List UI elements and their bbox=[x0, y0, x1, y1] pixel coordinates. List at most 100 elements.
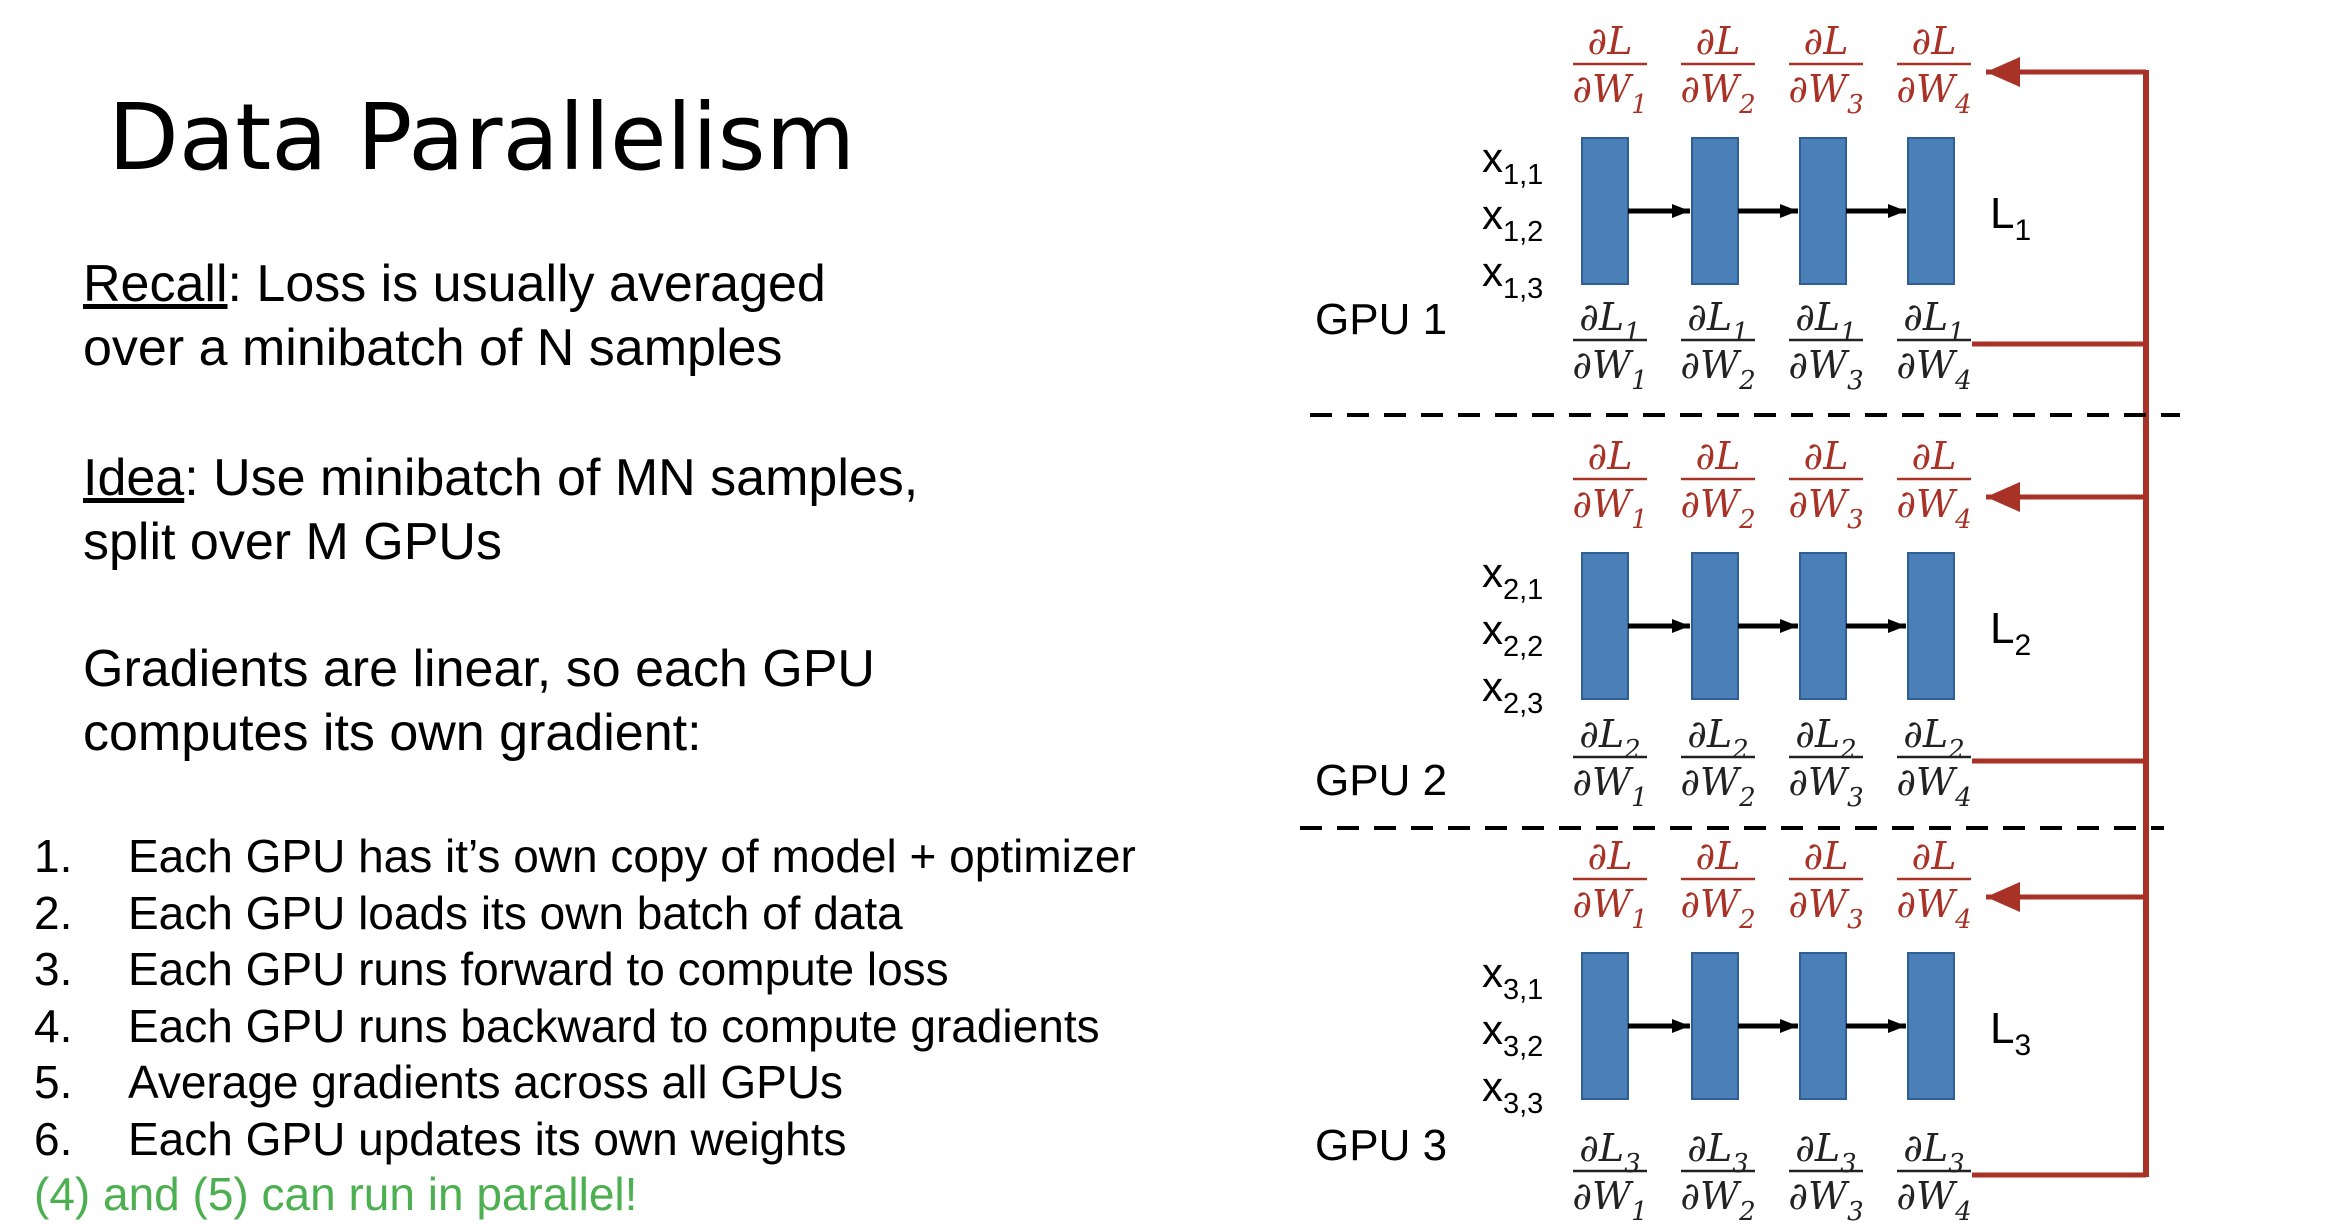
fraction-denominator: ∂W1 bbox=[1572, 760, 1647, 813]
input-sample-label: x2,1 bbox=[1482, 549, 1543, 606]
recall-line-2: over a minibatch of N samples bbox=[83, 319, 783, 377]
fraction-numerator: ∂L bbox=[1696, 19, 1741, 63]
fraction-denominator: ∂W3 bbox=[1788, 482, 1863, 535]
fraction-denominator: ∂W3 bbox=[1788, 1174, 1863, 1227]
step-item: 2. Each GPU loads its own batch of data bbox=[34, 885, 1136, 942]
step-item: 3. Each GPU runs forward to compute loss bbox=[34, 941, 1136, 998]
fraction-numerator: ∂L bbox=[1588, 834, 1633, 878]
gradients-paragraph: Gradients are linear, so each GPU comput… bbox=[83, 637, 875, 765]
fraction-denominator: ∂W2 bbox=[1680, 343, 1755, 396]
slide-title: Data Parallelism bbox=[108, 84, 856, 191]
gradients-line-2: computes its own gradient: bbox=[83, 704, 702, 762]
input-sample-label: x3,2 bbox=[1482, 1006, 1543, 1063]
avg-gradient-label: ∂L∂W3 bbox=[1788, 434, 1863, 535]
model-layer-block bbox=[1907, 952, 1955, 1100]
local-gradient-label: ∂L2∂W1 bbox=[1572, 712, 1647, 813]
step-item: 6. Each GPU updates its own weights bbox=[34, 1111, 1136, 1168]
fraction-denominator: ∂W2 bbox=[1680, 67, 1755, 120]
step-item: 5. Average gradients across all GPUs bbox=[34, 1054, 1136, 1111]
model-layer-block bbox=[1581, 952, 1629, 1100]
model-layer-block bbox=[1799, 552, 1847, 700]
local-gradient-label: ∂L3∂W1 bbox=[1572, 1126, 1647, 1227]
local-gradient-label: ∂L3∂W3 bbox=[1788, 1126, 1863, 1227]
parallel-note: (4) and (5) can run in parallel! bbox=[34, 1168, 638, 1220]
recall-keyword: Recall bbox=[83, 255, 228, 313]
fraction-denominator: ∂W2 bbox=[1680, 760, 1755, 813]
idea-line-2: split over M GPUs bbox=[83, 513, 502, 571]
gpu-label: GPU 3 bbox=[1315, 1121, 1447, 1170]
avg-gradient-label: ∂L∂W3 bbox=[1788, 19, 1863, 120]
step-number: 4. bbox=[34, 999, 73, 1052]
avg-gradient-label: ∂L∂W3 bbox=[1788, 834, 1863, 935]
local-gradient-label: ∂L2∂W4 bbox=[1896, 712, 1971, 813]
input-sample-label: x1,2 bbox=[1482, 191, 1543, 248]
local-gradient-label: ∂L2∂W2 bbox=[1680, 712, 1755, 813]
fraction-numerator: ∂L bbox=[1912, 434, 1957, 478]
fraction-denominator: ∂W4 bbox=[1896, 482, 1971, 535]
avg-gradient-label: ∂L∂W1 bbox=[1572, 834, 1647, 935]
step-text: Each GPU has it’s own copy of model + op… bbox=[128, 830, 1136, 882]
fraction-denominator: ∂W1 bbox=[1572, 67, 1647, 120]
step-text: Average gradients across all GPUs bbox=[128, 1056, 844, 1108]
local-gradient-label: ∂L2∂W3 bbox=[1788, 712, 1863, 813]
step-text: Each GPU runs backward to compute gradie… bbox=[128, 999, 1100, 1052]
step-item: 4. Each GPU runs backward to compute grad… bbox=[34, 998, 1136, 1055]
gradients-line-1: Gradients are linear, so each GPU bbox=[83, 640, 875, 698]
idea-keyword: Idea bbox=[83, 449, 185, 507]
fraction-numerator: ∂L bbox=[1588, 434, 1633, 478]
fraction-numerator: ∂L bbox=[1588, 19, 1633, 63]
avg-gradient-label: ∂L∂W1 bbox=[1572, 19, 1647, 120]
model-layer-block bbox=[1691, 952, 1739, 1100]
fraction-denominator: ∂W3 bbox=[1788, 67, 1863, 120]
loss-label: L3 bbox=[1990, 1004, 2031, 1062]
fraction-numerator: ∂L bbox=[1804, 434, 1849, 478]
model-layer-block bbox=[1907, 137, 1955, 285]
local-gradient-label: ∂L1∂W3 bbox=[1788, 295, 1863, 396]
avg-gradient-label: ∂L∂W4 bbox=[1896, 434, 1971, 535]
avg-gradient-label: ∂L∂W1 bbox=[1572, 434, 1647, 535]
step-item: 1. Each GPU has it’s own copy of model + … bbox=[34, 828, 1136, 885]
gpu-label: GPU 2 bbox=[1315, 756, 1447, 805]
model-layer-block bbox=[1799, 952, 1847, 1100]
fraction-denominator: ∂W3 bbox=[1788, 343, 1863, 396]
fraction-denominator: ∂W3 bbox=[1788, 882, 1863, 935]
step-text: Each GPU runs forward to compute loss bbox=[128, 943, 949, 995]
fraction-denominator: ∂W2 bbox=[1680, 482, 1755, 535]
avg-gradient-label: ∂L∂W4 bbox=[1896, 19, 1971, 120]
fraction-denominator: ∂W2 bbox=[1680, 882, 1755, 935]
step-text: Each GPU loads its own batch of data bbox=[128, 886, 903, 939]
step-number: 1. bbox=[34, 830, 73, 882]
idea-paragraph: Idea: Use minibatch of MN samples, split… bbox=[83, 446, 918, 574]
model-layer-block bbox=[1691, 137, 1739, 285]
fraction-numerator: ∂L bbox=[1804, 834, 1849, 878]
input-sample-label: x2,2 bbox=[1482, 606, 1543, 663]
avg-gradient-label: ∂L∂W2 bbox=[1680, 19, 1755, 120]
step-number: 6. bbox=[34, 1112, 73, 1165]
model-layer-block bbox=[1581, 552, 1629, 700]
recall-paragraph: Recall: Loss is usually averaged over a … bbox=[83, 252, 826, 380]
avg-gradient-label: ∂L∂W2 bbox=[1680, 434, 1755, 535]
fraction-numerator: ∂L bbox=[1912, 834, 1957, 878]
local-gradient-label: ∂L1∂W4 bbox=[1896, 295, 1971, 396]
step-number: 5. bbox=[34, 1056, 73, 1108]
fraction-numerator: ∂L bbox=[1696, 834, 1741, 878]
avg-gradient-label: ∂L∂W4 bbox=[1896, 834, 1971, 935]
input-sample-label: x3,1 bbox=[1482, 949, 1543, 1006]
fraction-numerator: ∂L2 bbox=[1795, 712, 1856, 765]
steps-list: 1. Each GPU has it’s own copy of model + … bbox=[34, 828, 1136, 1167]
step-text: Each GPU updates its own weights bbox=[128, 1112, 847, 1165]
local-gradient-label: ∂L1∂W1 bbox=[1572, 295, 1647, 396]
fraction-denominator: ∂W1 bbox=[1572, 343, 1647, 396]
fraction-denominator: ∂W4 bbox=[1896, 760, 1971, 813]
model-layer-block bbox=[1581, 137, 1629, 285]
avg-gradient-label: ∂L∂W2 bbox=[1680, 834, 1755, 935]
fraction-denominator: ∂W1 bbox=[1572, 482, 1647, 535]
local-gradient-label: ∂L1∂W2 bbox=[1680, 295, 1755, 396]
input-sample-label: x2,3 bbox=[1482, 663, 1543, 720]
local-gradient-label: ∂L3∂W4 bbox=[1896, 1126, 1971, 1227]
fraction-denominator: ∂W1 bbox=[1572, 882, 1647, 935]
step-number: 3. bbox=[34, 943, 73, 995]
gpu-label: GPU 1 bbox=[1315, 295, 1447, 344]
